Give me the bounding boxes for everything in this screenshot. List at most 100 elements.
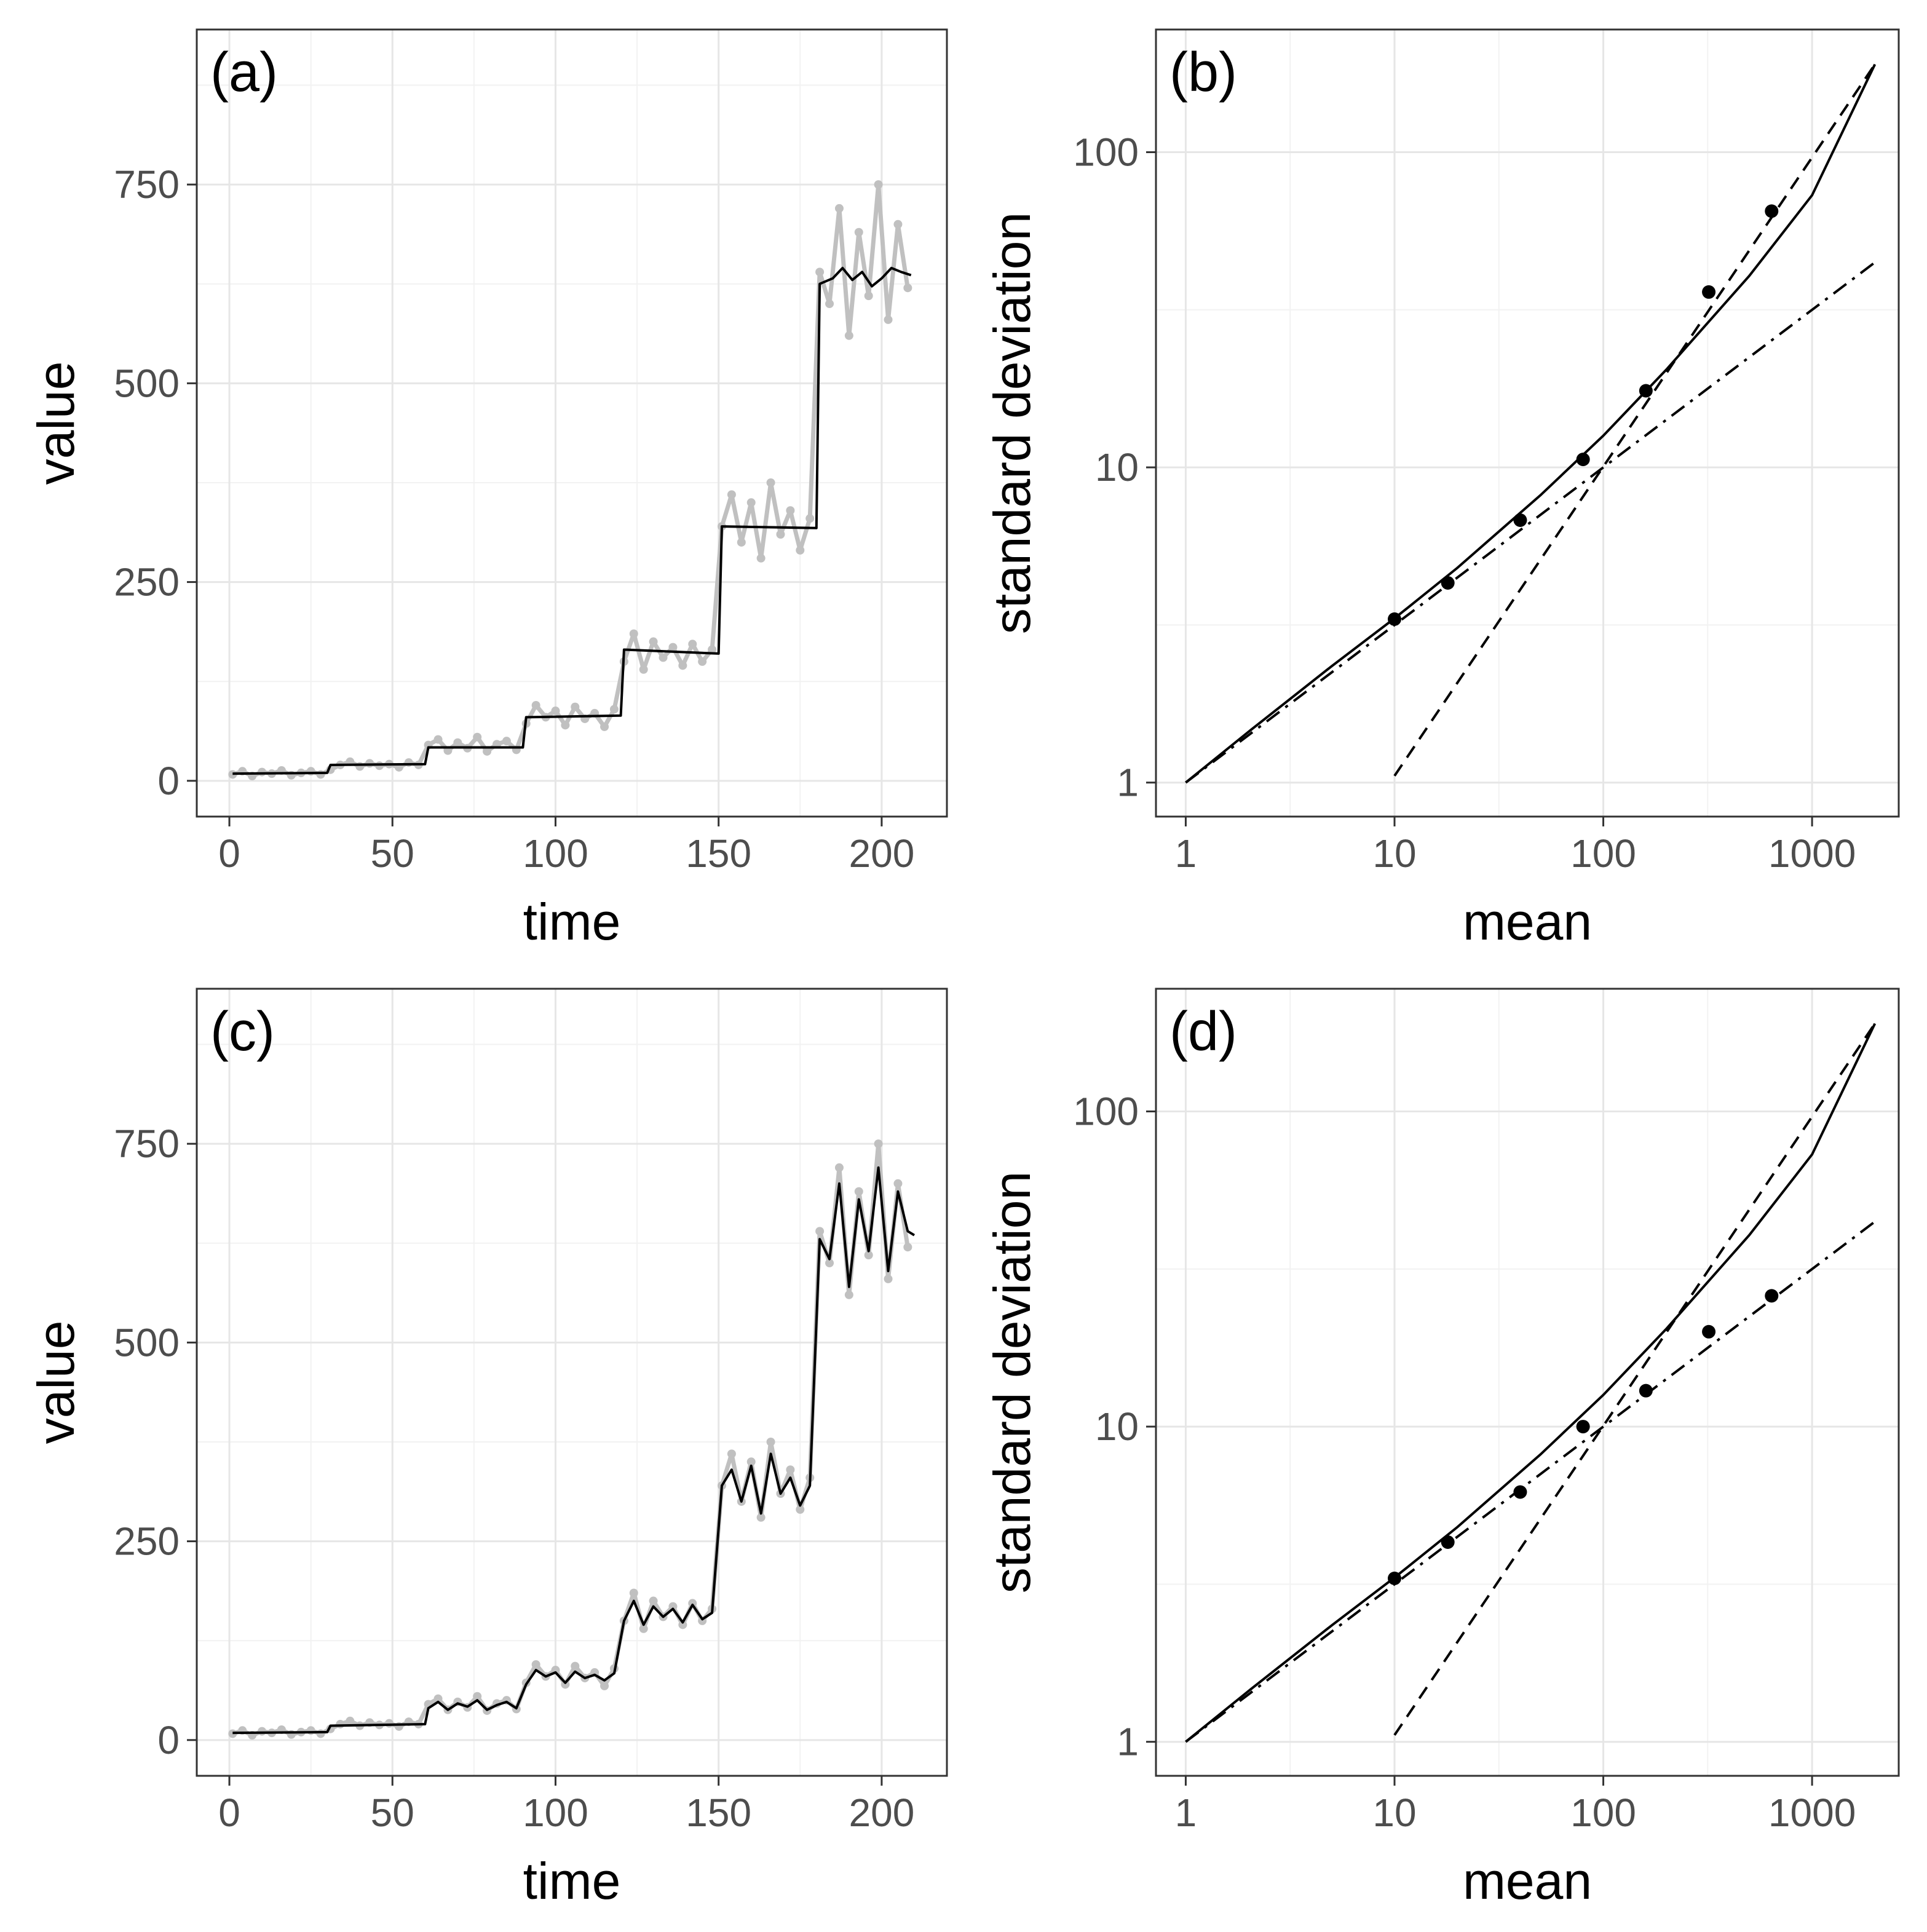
data-point-observed	[854, 1187, 863, 1196]
panel-label: (a)	[210, 42, 278, 103]
x-tick-label: 100	[1570, 1791, 1636, 1835]
data-point	[1765, 204, 1779, 218]
data-point-observed	[571, 1661, 580, 1671]
data-point	[1765, 1289, 1779, 1303]
y-tick-label: 250	[114, 560, 180, 604]
data-point-observed	[316, 770, 325, 779]
y-tick-label: 1	[1117, 1720, 1139, 1764]
y-tick-label: 750	[114, 1122, 180, 1166]
series-line-fitted	[232, 266, 912, 775]
data-point	[1702, 1324, 1716, 1339]
data-point-observed	[531, 700, 540, 710]
y-tick-label: 1	[1117, 761, 1139, 805]
data-point-observed	[708, 645, 717, 654]
plot-background	[197, 989, 947, 1776]
data-point	[1387, 1571, 1401, 1585]
data-point-observed	[404, 758, 413, 767]
data-point-observed	[639, 665, 648, 674]
panel-a: 0 50 100 150 200 0 250 500 750 time value (a)	[27, 28, 948, 951]
plot-frame	[1155, 988, 1900, 1777]
y-tick-label: 500	[114, 361, 180, 405]
y-tick-label: 500	[114, 1320, 180, 1364]
data-point-observed	[756, 553, 766, 563]
data-point-observed	[678, 661, 687, 670]
data-point-observed	[483, 746, 492, 756]
data-point-observed	[893, 220, 903, 229]
plot-area	[1185, 1023, 1877, 1743]
curve-solid	[1185, 1023, 1877, 1743]
data-point-observed	[884, 315, 893, 324]
x-tick-label: 1	[1175, 831, 1197, 876]
y-tick-label: 100	[1073, 1089, 1139, 1133]
data-point-observed	[903, 283, 912, 293]
data-point-observed	[571, 702, 580, 711]
data-point-observed	[874, 180, 883, 189]
y-axis-title: value	[27, 362, 85, 485]
data-point-observed	[649, 1596, 658, 1605]
data-point-observed	[453, 738, 462, 747]
curve-solid	[1185, 63, 1877, 784]
plot-frame	[196, 988, 948, 1777]
x-tick-label: 50	[371, 831, 414, 876]
y-axis-title: standard deviation	[983, 212, 1041, 634]
panel-label: (d)	[1169, 1001, 1237, 1063]
plot-background	[1156, 989, 1899, 1776]
data-point	[1576, 453, 1590, 467]
data-point-observed	[629, 1588, 638, 1597]
plot-area	[1185, 63, 1877, 784]
data-point-observed	[678, 1620, 687, 1629]
data-point-observed	[346, 1716, 355, 1725]
y-tick-label: 250	[114, 1519, 180, 1564]
x-axis-title: time	[523, 1852, 621, 1910]
data-point-observed	[815, 267, 825, 277]
data-point-observed	[756, 1513, 766, 1522]
panel-label: (c)	[210, 1001, 275, 1063]
data-point-observed	[629, 629, 638, 638]
panel-c: 0 50 100 150 200 0 250 500 750 time value (c)	[27, 988, 948, 1910]
data-point-observed	[903, 1243, 912, 1252]
data-point-observed	[746, 498, 756, 507]
y-tick-label: 0	[157, 1718, 180, 1762]
data-point-observed	[659, 653, 668, 662]
data-point	[1513, 513, 1527, 527]
plot-frame	[196, 28, 948, 818]
data-point-observed	[561, 721, 570, 730]
data-point-observed	[600, 1681, 609, 1690]
data-point-observed	[874, 1139, 883, 1149]
data-point-observed	[776, 530, 785, 539]
data-point-observed	[551, 707, 560, 716]
x-tick-label: 0	[218, 1791, 240, 1835]
data-point-observed	[473, 1692, 482, 1701]
curve-dash-dot	[1185, 261, 1876, 784]
data-point-observed	[727, 1449, 736, 1459]
data-point-observed	[746, 1457, 756, 1467]
x-tick-label: 150	[686, 1791, 751, 1835]
data-point	[1576, 1420, 1590, 1434]
data-point-observed	[609, 705, 619, 714]
data-point-observed	[884, 1274, 893, 1283]
data-point-observed	[766, 478, 775, 487]
data-point	[1513, 1485, 1527, 1499]
data-point-observed	[844, 331, 853, 340]
data-point-observed	[258, 767, 267, 777]
plot-frame	[1155, 28, 1900, 818]
x-axis-title: mean	[1463, 1852, 1592, 1910]
data-point-observed	[473, 732, 482, 742]
data-point-observed	[864, 1251, 873, 1260]
data-point-observed	[668, 1602, 678, 1611]
data-point-observed	[864, 291, 873, 301]
x-tick-label: 1000	[1768, 831, 1856, 876]
data-point-observed	[796, 1505, 805, 1514]
x-tick-label: 50	[371, 1791, 414, 1835]
data-point-observed	[258, 1727, 267, 1736]
y-tick-label: 10	[1095, 445, 1139, 489]
y-axis-title: value	[27, 1321, 85, 1444]
panel-d: 1 10 100 1000 1 10 100 mean standard deviation (d…	[983, 988, 1900, 1910]
x-tick-label: 100	[523, 1791, 588, 1835]
data-point-observed	[433, 1694, 443, 1703]
data-point-observed	[796, 545, 805, 555]
data-point-observed	[384, 1719, 394, 1728]
data-point-observed	[825, 1259, 834, 1268]
data-point-observed	[815, 1227, 825, 1236]
